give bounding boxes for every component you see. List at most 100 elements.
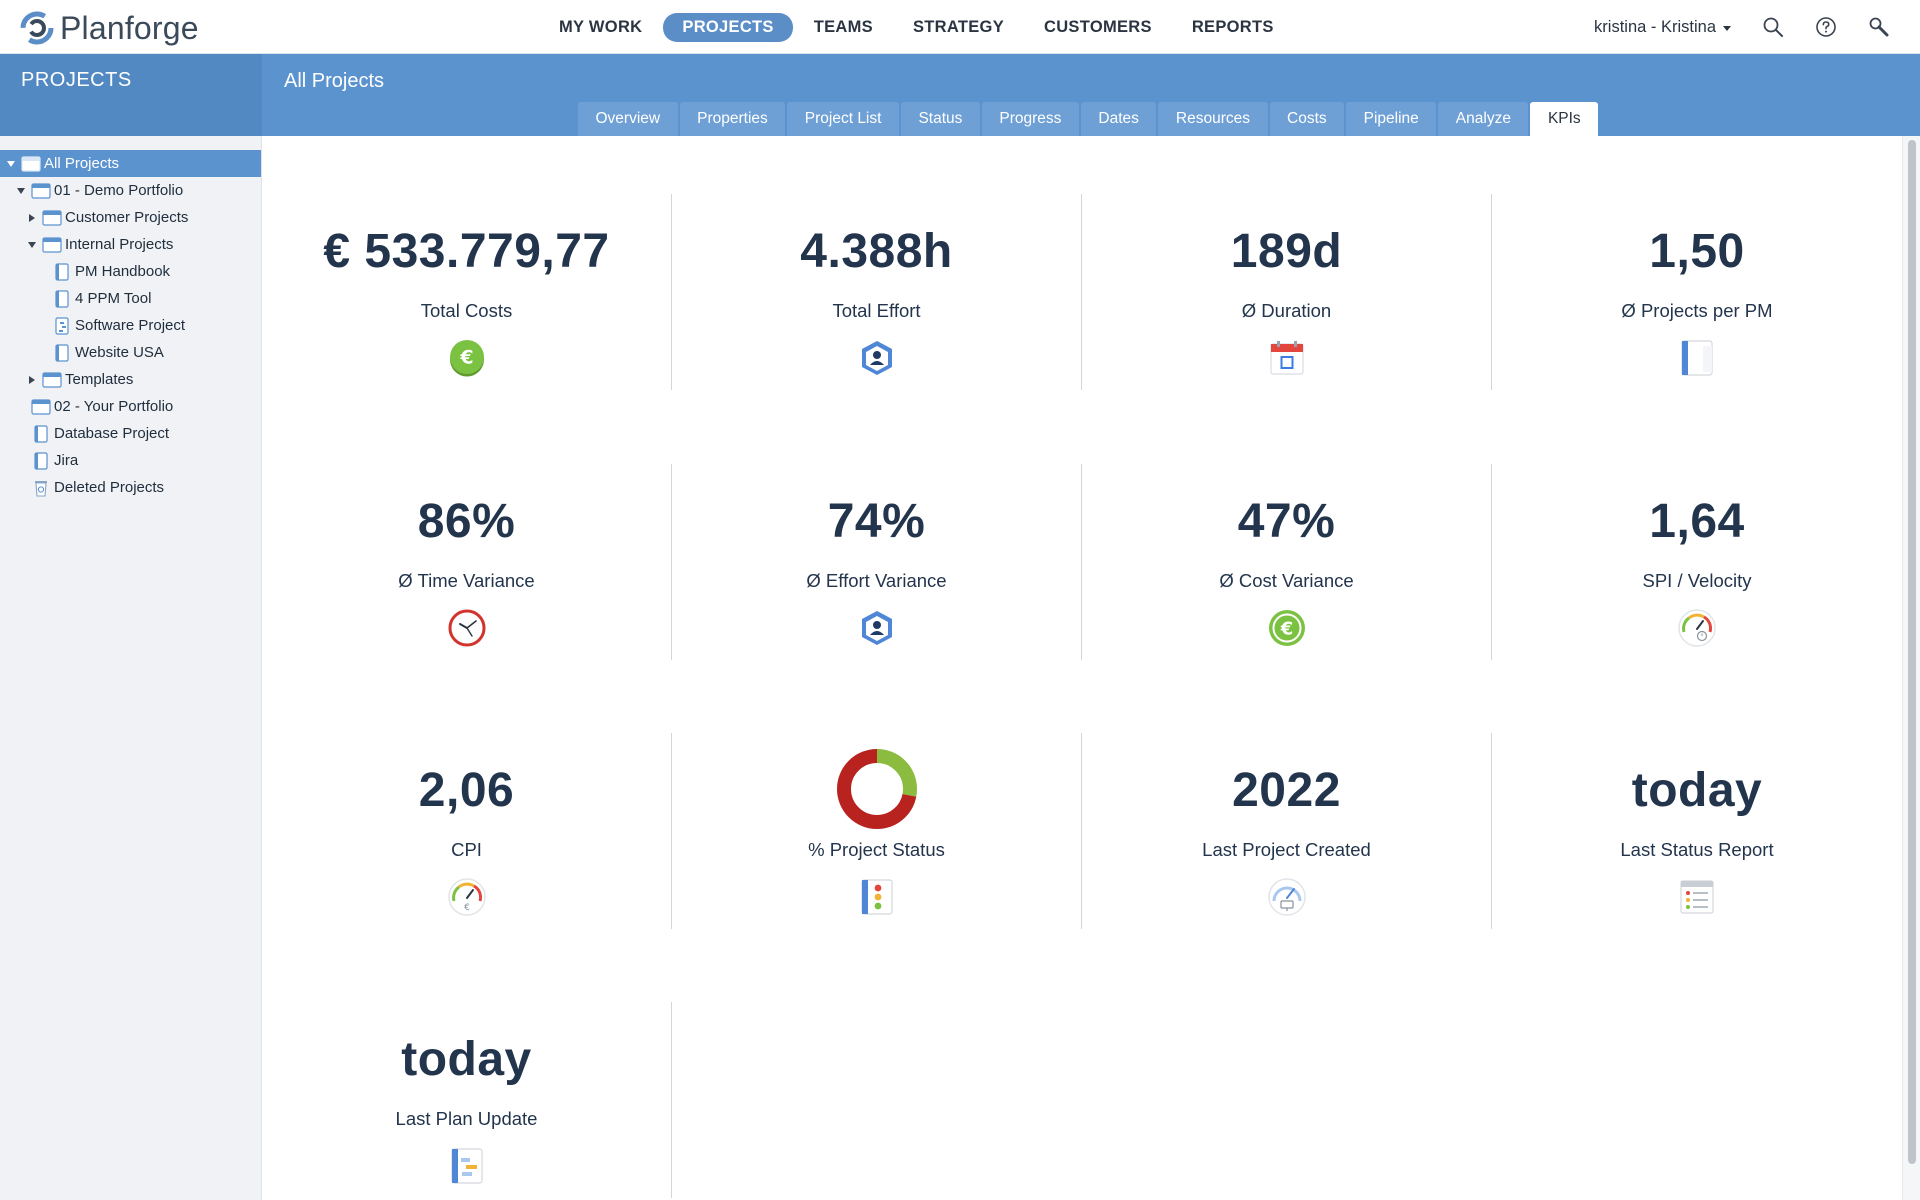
project-tree: All Projects 01 - Demo Portfolio Custome… (0, 136, 262, 1200)
tree-item-demo-portfolio[interactable]: 01 - Demo Portfolio (15, 177, 183, 204)
caret-down-icon (1723, 25, 1731, 31)
portfolio-icon (31, 398, 51, 416)
kpi-spi-velocity[interactable]: 1,64 SPI / Velocity (1492, 464, 1902, 660)
tab-status[interactable]: Status (900, 102, 980, 136)
kpi-label: % Project Status (808, 839, 945, 860)
kpi-label: SPI / Velocity (1642, 570, 1752, 591)
kpi-value: 189d (1230, 225, 1343, 278)
nav-teams[interactable]: TEAMS (813, 18, 873, 36)
admin-wrench-icon[interactable] (1867, 15, 1891, 39)
nav-reports[interactable]: REPORTS (1191, 18, 1274, 36)
tree-item-website-usa[interactable]: Website USA (52, 339, 164, 366)
kpi-label: Ø Cost Variance (1219, 570, 1354, 591)
tab-kpis[interactable]: KPIs (1530, 102, 1599, 136)
user-area: kristina - Kristina (1594, 0, 1920, 54)
search-icon[interactable] (1761, 15, 1785, 39)
kpi-avg-duration[interactable]: 189d Ø Duration (1082, 194, 1492, 390)
kpi-value: 2022 (1232, 764, 1341, 817)
tree-item-software-project[interactable]: Software Project (52, 312, 185, 339)
tree-item-all-projects[interactable]: All Projects (0, 150, 261, 177)
tab-pipeline[interactable]: Pipeline (1346, 102, 1437, 136)
tree-item-jira[interactable]: Jira (31, 447, 78, 474)
kpi-label: Last Project Created (1202, 839, 1371, 860)
portfolio-icon (31, 182, 51, 200)
speedometer-euro-icon: € (445, 875, 489, 919)
main-nav: MY WORK PROJECTS TEAMS STRATEGY CUSTOMER… (540, 13, 1295, 42)
project-icon (52, 289, 72, 308)
kpi-last-status-report[interactable]: today Last Status Report (1492, 733, 1902, 929)
tab-costs[interactable]: Costs (1269, 102, 1345, 136)
tree-item-database-project[interactable]: Database Project (31, 420, 169, 447)
tab-dates[interactable]: Dates (1080, 102, 1157, 136)
expand-toggle-icon[interactable] (15, 185, 27, 197)
tab-resources[interactable]: Resources (1158, 102, 1268, 136)
status-report-icon (1675, 875, 1719, 919)
donut-segment-green (836, 749, 917, 829)
kpi-value: 1,64 (1649, 495, 1745, 548)
kpi-cost-variance[interactable]: 47% Ø Cost Variance € (1082, 464, 1492, 660)
expand-toggle-icon[interactable] (26, 374, 38, 386)
portfolio-icon (42, 209, 62, 227)
tree-item-your-portfolio[interactable]: 02 - Your Portfolio (31, 393, 173, 420)
kpi-total-costs[interactable]: € 533.779,77 Total Costs € (262, 194, 672, 390)
kpi-effort-variance[interactable]: 74% Ø Effort Variance (672, 464, 1082, 660)
svg-text:€: € (1279, 619, 1293, 640)
tree-item-deleted-projects[interactable]: Deleted Projects (31, 474, 164, 501)
kpi-last-project-created[interactable]: 2022 Last Project Created (1082, 733, 1492, 929)
kpi-projects-per-pm[interactable]: 1,50 Ø Projects per PM (1492, 194, 1902, 390)
kpi-label: Last Plan Update (395, 1108, 538, 1129)
kpi-value: 86% (417, 495, 516, 548)
kpi-label: Ø Time Variance (398, 570, 535, 591)
kpi-total-effort[interactable]: 4.388h Total Effort (672, 194, 1082, 390)
tree-item-4-ppm-tool[interactable]: 4 PPM Tool (52, 285, 151, 312)
tree-item-templates[interactable]: Templates (26, 366, 133, 393)
expand-toggle-icon[interactable] (5, 158, 17, 170)
kpi-time-variance[interactable]: 86% Ø Time Variance (262, 464, 672, 660)
tree-item-pm-handbook[interactable]: PM Handbook (52, 258, 170, 285)
tree-item-label: Customer Projects (65, 209, 189, 226)
nav-strategy[interactable]: STRATEGY (912, 18, 1004, 36)
tree-item-internal-projects[interactable]: Internal Projects (26, 231, 173, 258)
help-icon[interactable] (1814, 15, 1838, 39)
kpi-value: today (401, 1033, 532, 1086)
tree-item-label: All Projects (44, 155, 120, 172)
section-header: PROJECTS (0, 54, 262, 136)
kpi-last-plan-update[interactable]: today Last Plan Update (262, 1002, 672, 1198)
kpi-project-status[interactable]: % Project Status (672, 733, 1082, 929)
app-logo[interactable]: Planforge (20, 10, 199, 46)
nav-my-work[interactable]: MY WORK (559, 18, 643, 36)
scrollbar-thumb[interactable] (1908, 140, 1916, 1164)
project-icon (31, 424, 51, 443)
portfolio-icon (42, 236, 62, 254)
tab-properties[interactable]: Properties (679, 102, 786, 136)
tree-item-label: Jira (54, 452, 79, 469)
expand-toggle-icon[interactable] (26, 212, 38, 224)
traffic-light-icon (855, 875, 899, 919)
section-title: PROJECTS (21, 69, 132, 91)
kpi-value: 47% (1237, 495, 1336, 548)
tree-item-customer-projects[interactable]: Customer Projects (26, 204, 188, 231)
tab-project-list[interactable]: Project List (787, 102, 899, 136)
kpi-value: 2,06 (418, 764, 515, 817)
tab-analyze[interactable]: Analyze (1438, 102, 1529, 136)
calendar-icon (1265, 336, 1309, 380)
nav-projects[interactable]: PROJECTS (663, 13, 793, 42)
header-band: PROJECTS All Projects Overview Propertie… (0, 54, 1920, 136)
tree-item-label: 01 - Demo Portfolio (54, 182, 184, 199)
user-menu[interactable]: kristina - Kristina (1594, 18, 1731, 37)
tab-progress[interactable]: Progress (981, 102, 1079, 136)
kpi-label: Total Costs (420, 300, 513, 321)
tree-item-label: 02 - Your Portfolio (54, 398, 174, 415)
planforge-logo-icon (20, 11, 54, 45)
content-scrollbar[interactable] (1902, 136, 1920, 1200)
nav-customers[interactable]: CUSTOMERS (1044, 18, 1152, 36)
project-icon (52, 343, 72, 362)
portfolio-icon (21, 155, 41, 173)
kpi-cpi[interactable]: 2,06 CPI € (262, 733, 672, 929)
tree-item-label: 4 PPM Tool (75, 290, 152, 307)
kpi-value: 1,50 (1649, 225, 1745, 278)
tab-overview[interactable]: Overview (578, 102, 678, 136)
svg-text:€: € (464, 903, 470, 913)
kpi-value: 4.388h (800, 225, 953, 278)
expand-toggle-icon[interactable] (26, 239, 38, 251)
